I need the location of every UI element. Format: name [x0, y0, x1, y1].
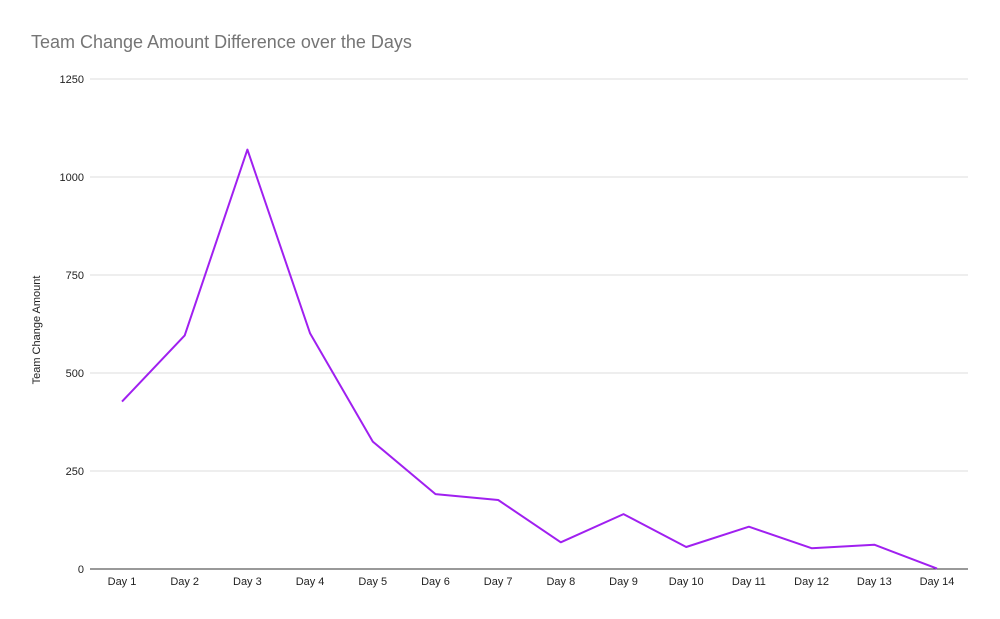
x-tick-label: Day 1: [108, 576, 137, 588]
x-axis-ticks: Day 1 Day 2 Day 3 Day 4 Day 5 Day 6 Day 7 Day 8…: [108, 576, 955, 588]
x-tick-label: Day 11: [732, 576, 766, 588]
y-tick-label: 1250: [60, 74, 84, 86]
y-tick-label: 750: [66, 270, 84, 282]
y-tick-label: 1000: [60, 172, 84, 184]
gridlines: [90, 78, 968, 472]
x-tick-label: Day 6: [421, 576, 450, 588]
data-series-line: [121, 148, 938, 570]
x-tick-label: Day 5: [358, 576, 387, 588]
x-tick-label: Day 9: [609, 576, 638, 588]
y-tick-label: 0: [78, 564, 84, 576]
x-tick-label: Day 3: [233, 576, 262, 588]
y-tick-label: 250: [66, 466, 84, 478]
y-tick-label: 500: [66, 368, 84, 380]
x-tick-label: Day 4: [296, 576, 325, 588]
x-tick-label: Day 10: [669, 576, 704, 588]
y-axis-title: Team Change Amount: [31, 276, 43, 385]
x-tick-label: Day 14: [920, 576, 955, 588]
x-tick-label: Day 13: [857, 576, 892, 588]
chart-title: Team Change Amount Difference over the D…: [31, 32, 412, 52]
x-tick-label: Day 12: [794, 576, 829, 588]
x-tick-label: Day 7: [484, 576, 513, 588]
x-tick-label: Day 2: [170, 576, 199, 588]
y-axis-ticks: 0 250 500 750 1000 1250: [60, 74, 84, 576]
x-tick-label: Day 8: [546, 576, 575, 588]
